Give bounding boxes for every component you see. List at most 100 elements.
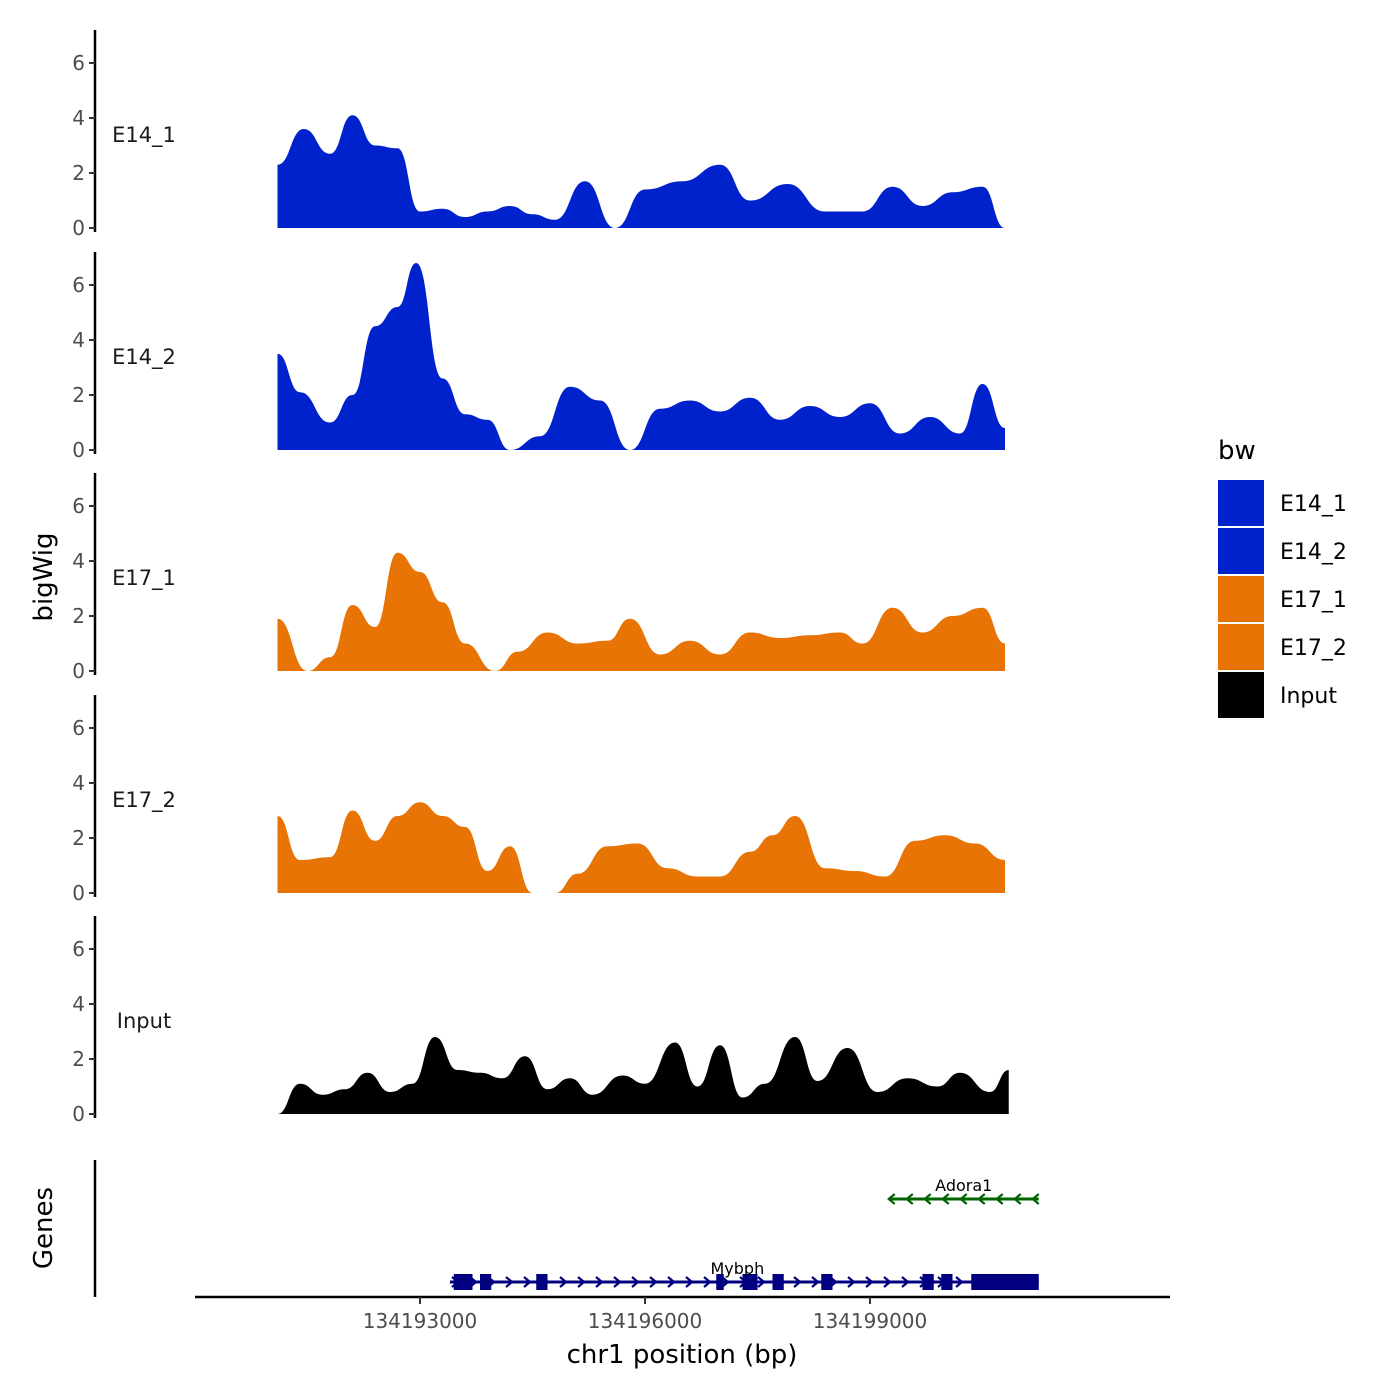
exon (941, 1274, 953, 1290)
track-label: E17_2 (112, 788, 176, 813)
strand-arrow (1031, 1193, 1040, 1205)
strand-arrow (631, 1276, 640, 1288)
signal-area-E14_1 (277, 115, 1005, 228)
gene-Adora1: Adora1 (887, 1176, 1040, 1205)
signal-area-E14_2 (277, 263, 1005, 450)
legend-swatch (1218, 624, 1264, 670)
strand-arrow (577, 1276, 586, 1288)
y-tick-label: 0 (72, 216, 85, 240)
y-tick-label: 6 (72, 51, 85, 75)
exon (453, 1274, 473, 1290)
strand-arrow (613, 1276, 622, 1288)
y-tick-label: 4 (72, 328, 85, 352)
strand-arrow (905, 1193, 914, 1205)
strand-arrow (757, 1276, 766, 1288)
legend-item-E14_1: E14_1 (1218, 480, 1347, 526)
legend-swatch (1218, 576, 1264, 622)
strand-arrow (793, 1276, 802, 1288)
exon (821, 1274, 833, 1290)
y-tick-label: 6 (72, 494, 85, 518)
strand-arrow (887, 1193, 896, 1205)
strand-arrow (901, 1276, 910, 1288)
track-label: Input (117, 1009, 171, 1033)
strand-arrow (721, 1276, 730, 1288)
x-tick-label: 134193000 (363, 1309, 478, 1333)
strand-arrow (995, 1193, 1004, 1205)
track-label: E14_1 (112, 123, 176, 148)
exon (716, 1274, 724, 1290)
y-tick-label: 6 (72, 273, 85, 297)
y-tick-label: 2 (72, 383, 85, 407)
y-axis-title: bigWig (29, 532, 59, 621)
strand-arrow (865, 1276, 874, 1288)
track-label: E14_2 (112, 345, 176, 370)
strand-arrow (1013, 1193, 1022, 1205)
exon (742, 1274, 758, 1290)
strand-arrow (811, 1276, 820, 1288)
legend-item-E14_2: E14_2 (1218, 528, 1347, 574)
strand-arrow (667, 1276, 676, 1288)
y-tick-label: 4 (72, 549, 85, 573)
legend-swatch (1218, 480, 1264, 526)
strand-arrow (523, 1276, 532, 1288)
legend-title: bw (1218, 436, 1256, 466)
signal-area-Input (277, 1037, 1009, 1114)
y-tick-label: 4 (72, 992, 85, 1016)
strand-arrow (595, 1276, 604, 1288)
y-tick-label: 0 (72, 881, 85, 905)
legend-item-Input: Input (1218, 672, 1337, 718)
legend-label: Input (1280, 684, 1337, 709)
legend-label: E17_2 (1280, 636, 1347, 661)
x-axis-title: chr1 position (bp) (567, 1340, 798, 1370)
strand-arrow (977, 1193, 986, 1205)
exon (922, 1274, 934, 1290)
strand-arrow (649, 1276, 658, 1288)
legend-swatch (1218, 528, 1264, 574)
y-tick-label: 6 (72, 716, 85, 740)
gene-label: Adora1 (935, 1176, 992, 1195)
track-label: E17_1 (112, 566, 176, 591)
strand-arrow (959, 1193, 968, 1205)
track-Input: 0 2 4 6 Input (72, 916, 1009, 1126)
strand-arrow (505, 1276, 514, 1288)
x-axis: 134193000 134196000 134199000 (195, 1295, 1170, 1333)
genes-track: Adora1 Mybph (93, 1160, 1040, 1297)
legend-item-E17_1: E17_1 (1218, 576, 1347, 622)
gene-label: Mybph (711, 1259, 765, 1278)
exon (1005, 1274, 1039, 1290)
genes-axis-title: Genes (29, 1187, 59, 1269)
track-E14_1: 0 2 4 6 E14_1 (72, 30, 1005, 240)
exon (480, 1274, 492, 1290)
gene-Mybph: Mybph (450, 1259, 1039, 1290)
y-tick-label: 2 (72, 1047, 85, 1071)
y-tick-label: 4 (72, 771, 85, 795)
x-tick-label: 134199000 (813, 1309, 928, 1333)
strand-arrow (685, 1276, 694, 1288)
legend-swatch (1218, 672, 1264, 718)
legend-label: E14_1 (1280, 492, 1347, 517)
y-tick-label: 2 (72, 826, 85, 850)
tracks-area: 0 2 4 6 E14_1 0 2 4 6 E14_2 0 2 4 6 E17_1 0 2 4 6 E17_2 0 2 4 6… (72, 30, 1009, 1126)
y-tick-label: 2 (72, 161, 85, 185)
track-E17_1: 0 2 4 6 E17_1 (72, 473, 1005, 683)
strand-arrow (941, 1193, 950, 1205)
signal-area-E17_2 (277, 802, 1005, 893)
legend-label: E17_1 (1280, 588, 1347, 613)
exon (536, 1274, 548, 1290)
y-tick-label: 0 (72, 438, 85, 462)
y-tick-label: 2 (72, 604, 85, 628)
strand-arrow (847, 1276, 856, 1288)
track-E17_2: 0 2 4 6 E17_2 (72, 695, 1005, 905)
legend-label: E14_2 (1280, 540, 1347, 565)
strand-arrow (883, 1276, 892, 1288)
y-tick-label: 6 (72, 937, 85, 961)
exon (971, 1274, 1005, 1290)
y-tick-label: 0 (72, 1102, 85, 1126)
legend: bw E14_1 E14_2 E17_1 E17_2 Input (1218, 436, 1347, 718)
strand-arrow (559, 1276, 568, 1288)
y-tick-label: 4 (72, 106, 85, 130)
x-tick-label: 134196000 (588, 1309, 703, 1333)
legend-item-E17_2: E17_2 (1218, 624, 1347, 670)
exon (772, 1274, 784, 1290)
